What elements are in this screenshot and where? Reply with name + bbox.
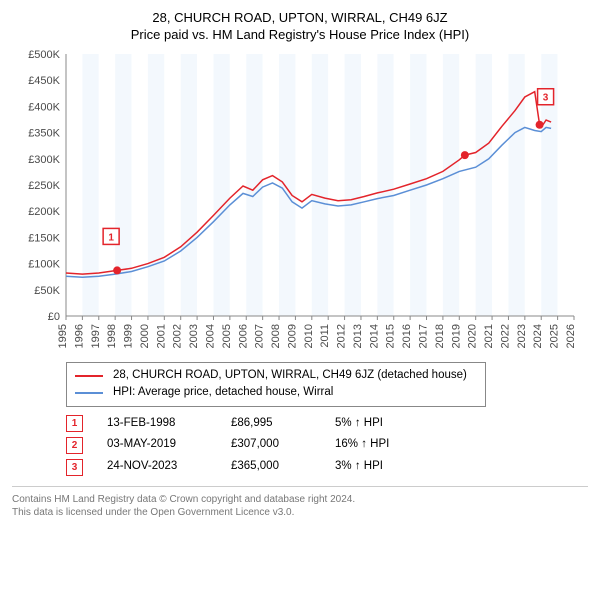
- svg-text:2005: 2005: [221, 324, 233, 348]
- svg-text:£200K: £200K: [28, 206, 60, 218]
- footer-line1: Contains HM Land Registry data © Crown c…: [12, 493, 588, 506]
- marker-index-box: 3: [66, 459, 83, 476]
- svg-text:2015: 2015: [385, 324, 397, 348]
- svg-text:£250K: £250K: [28, 180, 60, 192]
- marker-index-box: 2: [66, 437, 83, 454]
- marker-price: £86,995: [231, 413, 311, 435]
- marker-date: 03-MAY-2019: [107, 434, 207, 456]
- svg-text:£400K: £400K: [28, 101, 60, 113]
- marker-table: 1 13-FEB-1998 £86,995 5% ↑ HPI 2 03-MAY-2019 £…: [66, 413, 588, 479]
- marker-row: 2 03-MAY-2019 £307,000 16% ↑ HPI: [66, 434, 588, 456]
- marker-index-box: 1: [66, 415, 83, 432]
- chart-title-line2: Price paid vs. HM Land Registry's House …: [12, 27, 588, 42]
- legend-row: 28, CHURCH ROAD, UPTON, WIRRAL, CH49 6JZ…: [75, 367, 477, 384]
- marker-dot-2: [461, 151, 469, 159]
- svg-text:2024: 2024: [532, 324, 544, 348]
- svg-text:£100K: £100K: [28, 259, 60, 271]
- marker-price: £307,000: [231, 434, 311, 456]
- svg-text:2003: 2003: [188, 324, 200, 348]
- svg-text:£150K: £150K: [28, 232, 60, 244]
- legend-label: HPI: Average price, detached house, Wirr…: [113, 384, 333, 401]
- svg-text:2023: 2023: [516, 324, 528, 348]
- svg-text:1995: 1995: [57, 324, 69, 348]
- svg-text:2008: 2008: [270, 324, 282, 348]
- svg-text:2007: 2007: [254, 324, 266, 348]
- svg-text:£300K: £300K: [28, 154, 60, 166]
- legend-swatch: [75, 392, 103, 394]
- marker-dot-1: [113, 266, 121, 274]
- svg-text:£350K: £350K: [28, 128, 60, 140]
- svg-text:£50K: £50K: [34, 285, 60, 297]
- svg-text:1996: 1996: [73, 324, 85, 348]
- svg-text:1998: 1998: [106, 324, 118, 348]
- svg-text:2021: 2021: [483, 324, 495, 348]
- svg-text:2013: 2013: [352, 324, 364, 348]
- svg-text:2001: 2001: [155, 324, 167, 348]
- marker-date: 24-NOV-2023: [107, 456, 207, 478]
- marker-row: 1 13-FEB-1998 £86,995 5% ↑ HPI: [66, 413, 588, 435]
- legend-row: HPI: Average price, detached house, Wirr…: [75, 384, 477, 401]
- svg-text:2019: 2019: [450, 324, 462, 348]
- legend: 28, CHURCH ROAD, UPTON, WIRRAL, CH49 6JZ…: [66, 362, 486, 407]
- footer: Contains HM Land Registry data © Crown c…: [12, 486, 588, 527]
- price-chart-svg: £0 £50K £100K £150K £200K £250K £300K £350K £400…: [12, 48, 588, 358]
- marker-dot-3: [536, 121, 544, 129]
- svg-text:2017: 2017: [418, 324, 430, 348]
- svg-text:2025: 2025: [549, 324, 561, 348]
- svg-text:2018: 2018: [434, 324, 446, 348]
- svg-text:2009: 2009: [286, 324, 298, 348]
- svg-text:2011: 2011: [319, 324, 331, 348]
- chart-title-line1: 28, CHURCH ROAD, UPTON, WIRRAL, CH49 6JZ: [12, 10, 588, 25]
- svg-text:2002: 2002: [172, 324, 184, 348]
- svg-text:2006: 2006: [237, 324, 249, 348]
- svg-text:1: 1: [108, 232, 114, 243]
- svg-text:£500K: £500K: [28, 49, 60, 61]
- marker-pct: 5% ↑ HPI: [335, 413, 425, 435]
- svg-text:2022: 2022: [499, 324, 511, 348]
- svg-text:2014: 2014: [368, 324, 380, 348]
- marker-pct: 16% ↑ HPI: [335, 434, 425, 456]
- marker-date: 13-FEB-1998: [107, 413, 207, 435]
- legend-label: 28, CHURCH ROAD, UPTON, WIRRAL, CH49 6JZ…: [113, 367, 467, 384]
- svg-text:2004: 2004: [204, 324, 216, 348]
- footer-line2: This data is licensed under the Open Gov…: [12, 506, 588, 519]
- marker-row: 3 24-NOV-2023 £365,000 3% ↑ HPI: [66, 456, 588, 478]
- svg-text:£450K: £450K: [28, 75, 60, 87]
- svg-text:1997: 1997: [90, 324, 102, 348]
- svg-text:2016: 2016: [401, 324, 413, 348]
- marker-pct: 3% ↑ HPI: [335, 456, 425, 478]
- svg-text:2026: 2026: [565, 324, 577, 348]
- svg-text:£0: £0: [48, 311, 60, 323]
- chart-area: £0 £50K £100K £150K £200K £250K £300K £350K £400…: [12, 48, 588, 358]
- svg-text:1999: 1999: [123, 324, 135, 348]
- svg-text:2000: 2000: [139, 324, 151, 348]
- svg-text:2010: 2010: [303, 324, 315, 348]
- svg-text:2020: 2020: [467, 324, 479, 348]
- svg-text:2012: 2012: [336, 324, 348, 348]
- legend-swatch: [75, 375, 103, 377]
- chart-container: 28, CHURCH ROAD, UPTON, WIRRAL, CH49 6JZ…: [0, 0, 600, 527]
- svg-text:3: 3: [543, 93, 549, 104]
- marker-price: £365,000: [231, 456, 311, 478]
